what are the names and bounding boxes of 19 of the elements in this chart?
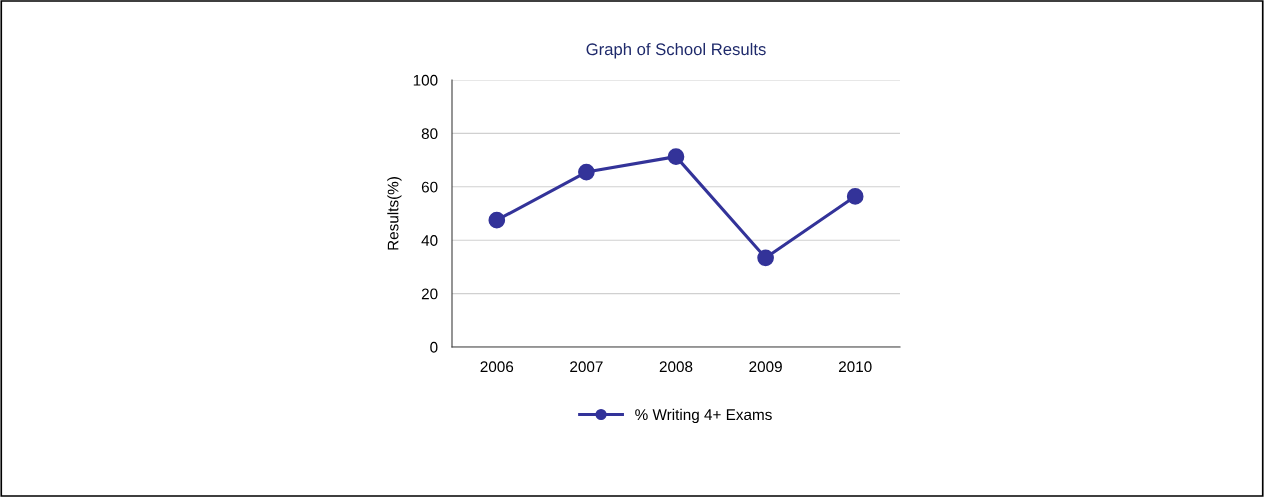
chart-title: Graph of School Results — [586, 42, 766, 59]
point — [846, 188, 864, 205]
y-tick-label: 80 — [421, 128, 438, 140]
x-tick-label: 2009 — [749, 361, 782, 373]
x-tick-label: 2008 — [659, 361, 693, 373]
point — [488, 211, 506, 229]
y-axis-title: Results(%) — [387, 177, 402, 250]
y-tick-label: 60 — [421, 181, 438, 193]
x-tick-label: 2010 — [838, 361, 872, 373]
point — [578, 163, 595, 181]
y-tick-label: 40 — [421, 235, 438, 246]
y-tick-label: 0 — [430, 341, 438, 353]
y-tick-label: 100 — [413, 74, 438, 86]
x-tick-label: 2006 — [480, 361, 514, 373]
point — [757, 249, 774, 267]
x-tick-label: 2007 — [570, 361, 603, 373]
legend-label: % Writing 4+ Exams — [635, 408, 772, 424]
point — [667, 148, 685, 165]
y-tick-label: 20 — [421, 288, 438, 300]
